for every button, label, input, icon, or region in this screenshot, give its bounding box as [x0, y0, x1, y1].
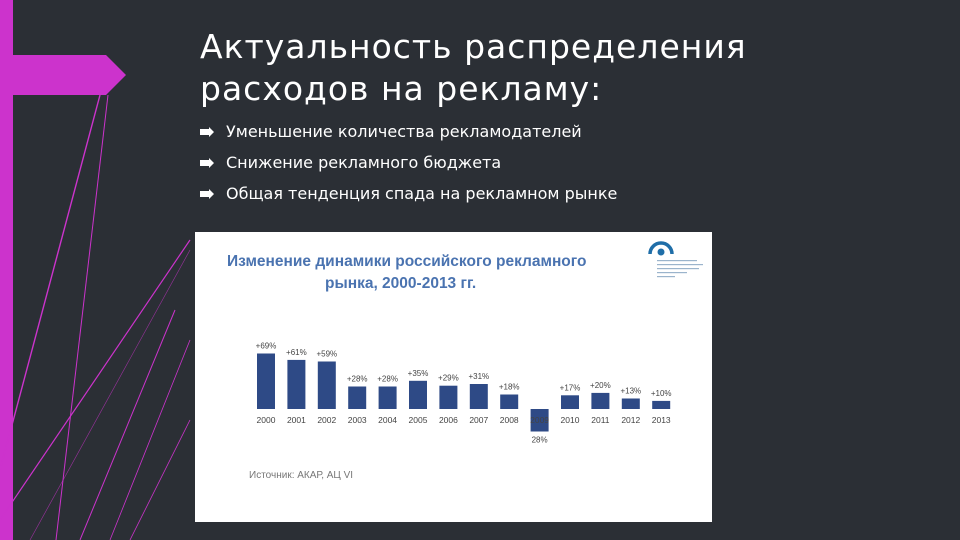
- bar-2001: [287, 359, 306, 409]
- bar-2009: [530, 409, 549, 432]
- bullet-item: Снижение рекламного бюджета: [200, 152, 617, 183]
- decorative-lines: [0, 94, 191, 540]
- x-label-2002: 2002: [317, 415, 336, 425]
- value-label-2009: 28%: [532, 436, 548, 445]
- value-label-2004: +28%: [377, 375, 398, 384]
- slide-title: Актуальность распределения расходов на р…: [200, 26, 920, 110]
- x-label-2005: 2005: [409, 415, 428, 425]
- value-label-2006: +29%: [438, 374, 459, 383]
- value-labels-layer: +69% +61% +59% +28% +28% +35% +29% +31% +18% 28% +…: [256, 342, 672, 445]
- value-label-2002: +59%: [316, 350, 337, 359]
- value-label-2012: +13%: [620, 387, 641, 396]
- value-label-2005: +35%: [408, 369, 429, 378]
- chart-title-line-1: Изменение динамики российского рекламног…: [227, 253, 587, 270]
- value-label-2007: +31%: [468, 372, 489, 381]
- arrow-bullet-icon: [200, 189, 214, 199]
- x-axis-labels: 2000 2001 2002 2003 2004 2005 2006 2007 2008 2009…: [257, 415, 671, 425]
- slide-title-line-2: расходов на рекламу:: [200, 69, 603, 108]
- chart-title-line-2: рынка, 2000-2013 гг.: [325, 275, 476, 292]
- bar-2012: [621, 398, 640, 409]
- logo-icon: [648, 241, 703, 278]
- arrow-bullet-icon: [200, 127, 214, 137]
- x-label-2012: 2012: [621, 415, 640, 425]
- bullet-item: Уменьшение количества рекламодателей: [200, 121, 617, 152]
- bar-2002: [317, 361, 336, 409]
- bar-2008: [500, 394, 519, 409]
- bar-2004: [378, 386, 397, 409]
- bars-layer: [257, 353, 671, 432]
- bar-2003: [348, 386, 367, 409]
- bar-2010: [561, 395, 579, 409]
- x-label-2001: 2001: [287, 415, 306, 425]
- x-label-2007: 2007: [469, 415, 488, 425]
- bullet-list: Уменьшение количества рекламодателей Сни…: [200, 121, 617, 214]
- x-label-2009: 2009: [530, 415, 549, 425]
- value-label-2013: +10%: [651, 389, 672, 398]
- x-label-2013: 2013: [652, 415, 671, 425]
- x-label-2010: 2010: [561, 415, 580, 425]
- x-label-2006: 2006: [439, 415, 458, 425]
- x-label-2000: 2000: [257, 415, 276, 425]
- bar-2011: [591, 392, 610, 409]
- value-label-2003: +28%: [347, 375, 368, 384]
- chart-source: Источник: АКАР, АЦ VI: [249, 470, 353, 481]
- value-label-2010: +17%: [560, 383, 581, 392]
- slide-title-line-1: Актуальность распределения: [200, 27, 747, 66]
- bullet-text: Снижение рекламного бюджета: [226, 153, 502, 172]
- bar-2006: [439, 385, 458, 409]
- value-label-2011: +20%: [590, 381, 611, 390]
- x-label-2003: 2003: [348, 415, 367, 425]
- accent-flag: [13, 55, 126, 95]
- bullet-text: Общая тенденция спада на рекламном рынке: [226, 184, 618, 203]
- x-label-2004: 2004: [378, 415, 397, 425]
- value-label-2008: +18%: [499, 383, 520, 392]
- bullet-text: Уменьшение количества рекламодателей: [226, 122, 582, 141]
- arrow-bullet-icon: [200, 158, 214, 168]
- accent-bar: [0, 0, 13, 540]
- chart-image: Изменение динамики российского рекламног…: [195, 232, 712, 522]
- bullet-item: Общая тенденция спада на рекламном рынке: [200, 183, 617, 214]
- bar-chart: Изменение динамики российского рекламног…: [227, 241, 703, 481]
- value-label-2001: +61%: [286, 348, 307, 357]
- bar-2007: [469, 384, 488, 409]
- value-label-2000: +69%: [256, 342, 277, 351]
- x-label-2008: 2008: [500, 415, 519, 425]
- bar-2005: [409, 380, 427, 409]
- bar-2000: [257, 353, 275, 409]
- x-label-2011: 2011: [591, 415, 610, 425]
- bar-2013: [652, 400, 671, 409]
